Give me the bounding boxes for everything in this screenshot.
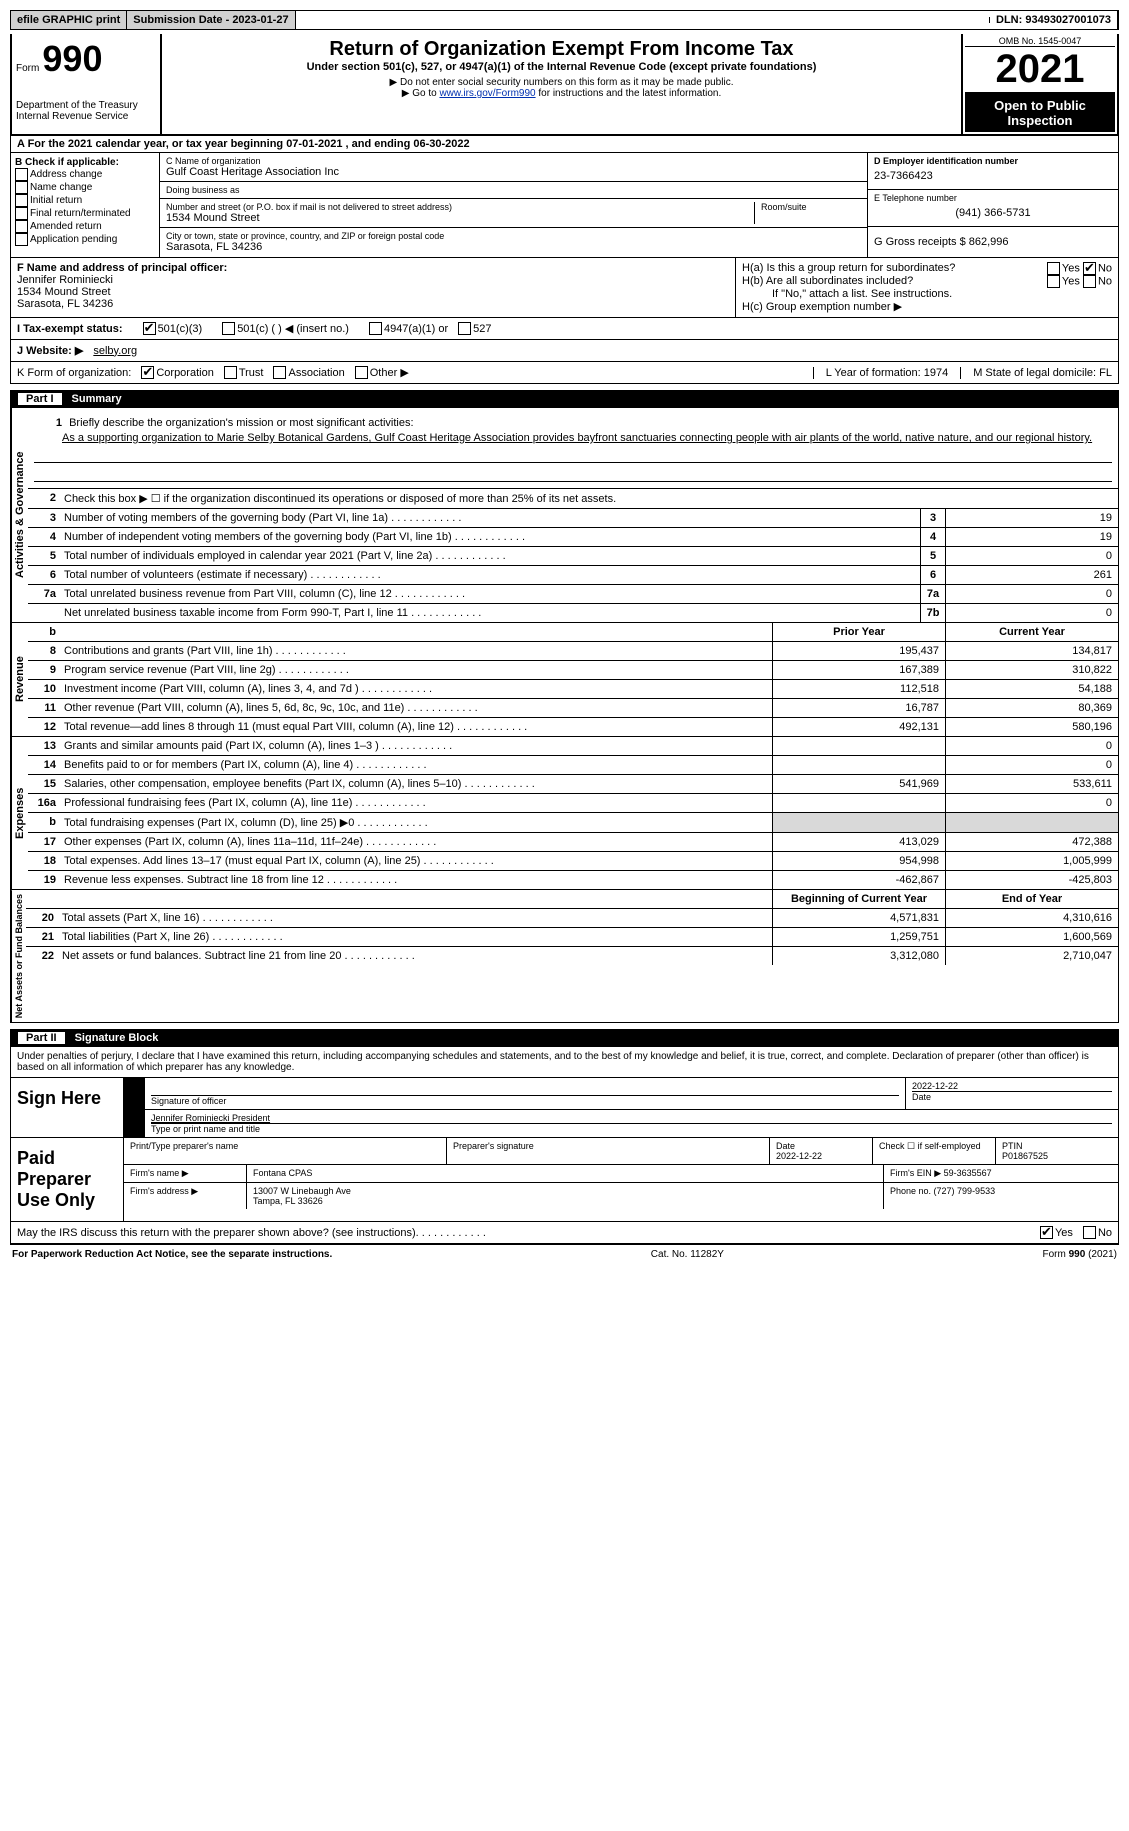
summary-line: 19Revenue less expenses. Subtract line 1… — [28, 871, 1118, 889]
form-subtitle: Under section 501(c), 527, or 4947(a)(1)… — [166, 61, 957, 73]
omb-label: OMB No. 1545-0047 — [965, 36, 1115, 47]
summary-line: 8Contributions and grants (Part VIII, li… — [28, 642, 1118, 661]
state-domicile: M State of legal domicile: FL — [960, 367, 1112, 379]
summary-line: 13Grants and similar amounts paid (Part … — [28, 737, 1118, 756]
sign-here-block: Sign Here Signature of officer 2022-12-2… — [10, 1078, 1119, 1138]
part1-header: Part I Summary — [10, 390, 1119, 408]
street-value: 1534 Mound Street — [166, 212, 748, 224]
col-b-checkboxes: B Check if applicable: Address change Na… — [11, 153, 160, 257]
open-public-label: Open to Public Inspection — [965, 94, 1115, 132]
firm-phone: Phone no. (727) 799-9533 — [884, 1183, 1118, 1209]
gross-receipts: G Gross receipts $ 862,996 — [874, 230, 1112, 254]
top-bar: efile GRAPHIC print Submission Date - 20… — [10, 10, 1119, 30]
summary-line: 21Total liabilities (Part X, line 26)1,2… — [26, 928, 1118, 947]
officer-street: 1534 Mound Street — [17, 286, 729, 298]
hc-label: H(c) Group exemption number ▶ — [742, 300, 1112, 313]
summary-line: 18Total expenses. Add lines 13–17 (must … — [28, 852, 1118, 871]
pending-checkbox[interactable] — [15, 233, 28, 246]
summary-line: 4Number of independent voting members of… — [28, 528, 1118, 547]
summary-line: 12Total revenue—add lines 8 through 11 (… — [28, 718, 1118, 736]
summary-line: 20Total assets (Part X, line 16)4,571,83… — [26, 909, 1118, 928]
org-name: Gulf Coast Heritage Association Inc — [166, 166, 861, 178]
dept-label: Department of the Treasury — [16, 100, 156, 111]
summary-line: 7aTotal unrelated business revenue from … — [28, 585, 1118, 604]
hb-no-checkbox[interactable] — [1083, 275, 1096, 288]
summary-line: bTotal fundraising expenses (Part IX, co… — [28, 813, 1118, 833]
final-return-checkbox[interactable] — [15, 207, 28, 220]
org-form-row: K Form of organization: Corporation Trus… — [10, 362, 1119, 384]
ha-no-checkbox[interactable] — [1083, 262, 1096, 275]
prep-date: 2022-12-22 — [776, 1151, 822, 1161]
form-header: Form 990 Department of the Treasury Inte… — [10, 34, 1119, 136]
dln-label: DLN: 93493027001073 — [990, 11, 1118, 29]
summary-line: 16aProfessional fundraising fees (Part I… — [28, 794, 1118, 813]
firm-city: Tampa, FL 33626 — [253, 1196, 323, 1206]
form-note1: ▶ Do not enter social security numbers o… — [166, 77, 957, 88]
form-number: 990 — [42, 38, 102, 79]
addr-change-checkbox[interactable] — [15, 168, 28, 181]
discuss-no-checkbox[interactable] — [1083, 1226, 1096, 1239]
revenue-section: Revenue b Prior Year Current Year 8Contr… — [10, 623, 1119, 737]
efile-print-button[interactable]: efile GRAPHIC print — [11, 11, 127, 29]
summary-line: 10Investment income (Part VIII, column (… — [28, 680, 1118, 699]
name-change-checkbox[interactable] — [15, 181, 28, 194]
mission-text: As a supporting organization to Marie Se… — [34, 432, 1112, 444]
year-formation: L Year of formation: 1974 — [813, 367, 961, 379]
page-footer: For Paperwork Reduction Act Notice, see … — [10, 1244, 1119, 1264]
phone-value: (941) 366-5731 — [874, 203, 1112, 223]
irs-label: Internal Revenue Service — [16, 111, 156, 122]
part2-header: Part II Signature Block — [10, 1029, 1119, 1047]
paid-preparer-block: Paid Preparer Use Only Print/Type prepar… — [10, 1138, 1119, 1222]
summary-line: 5Total number of individuals employed in… — [28, 547, 1118, 566]
website-row: J Website: ▶ selby.org — [10, 340, 1119, 362]
ptin-value: P01867525 — [1002, 1151, 1048, 1161]
discuss-yes-checkbox[interactable] — [1040, 1226, 1053, 1239]
501c3-checkbox[interactable] — [143, 322, 156, 335]
form-title: Return of Organization Exempt From Incom… — [166, 38, 957, 61]
firm-addr: 13007 W Linebaugh Ave — [253, 1186, 351, 1196]
expenses-section: Expenses 13Grants and similar amounts pa… — [10, 737, 1119, 890]
officer-printed-name: Jennifer Rominiecki President — [151, 1113, 1112, 1123]
summary-line: 22Net assets or fund balances. Subtract … — [26, 947, 1118, 965]
amended-checkbox[interactable] — [15, 220, 28, 233]
ein-value: 23-7366423 — [874, 166, 1112, 186]
city-value: Sarasota, FL 34236 — [166, 241, 861, 253]
officer-name: Jennifer Rominiecki — [17, 274, 729, 286]
summary-line: 14Benefits paid to or for members (Part … — [28, 756, 1118, 775]
line-a: A For the 2021 calendar year, or tax yea… — [10, 136, 1119, 153]
527-checkbox[interactable] — [458, 322, 471, 335]
summary-line: 3Number of voting members of the governi… — [28, 509, 1118, 528]
4947-checkbox[interactable] — [369, 322, 382, 335]
summary-line: 11Other revenue (Part VIII, column (A), … — [28, 699, 1118, 718]
irs-link[interactable]: www.irs.gov/Form990 — [439, 88, 535, 99]
netassets-section: Net Assets or Fund Balances Beginning of… — [10, 890, 1119, 1023]
perjury-text: Under penalties of perjury, I declare th… — [10, 1047, 1119, 1078]
501c-checkbox[interactable] — [222, 322, 235, 335]
summary-line: Net unrelated business taxable income fr… — [28, 604, 1118, 622]
summary-line: 17Other expenses (Part IX, column (A), l… — [28, 833, 1118, 852]
activities-section: Activities & Governance 1 Briefly descri… — [10, 408, 1119, 623]
sign-date: 2022-12-22 — [912, 1081, 1112, 1091]
entity-block: B Check if applicable: Address change Na… — [10, 153, 1119, 258]
assoc-checkbox[interactable] — [273, 366, 286, 379]
tax-year: 2021 — [965, 47, 1115, 94]
officer-city: Sarasota, FL 34236 — [17, 298, 729, 310]
summary-line: 9Program service revenue (Part VIII, lin… — [28, 661, 1118, 680]
firm-ein: Firm's EIN ▶ 59-3635567 — [884, 1165, 1118, 1182]
hb-yes-checkbox[interactable] — [1047, 275, 1060, 288]
firm-name: Fontana CPAS — [247, 1165, 884, 1182]
officer-group-row: F Name and address of principal officer:… — [10, 258, 1119, 318]
initial-return-checkbox[interactable] — [15, 194, 28, 207]
discuss-row: May the IRS discuss this return with the… — [10, 1222, 1119, 1244]
tax-status-row: I Tax-exempt status: 501(c)(3) 501(c) ( … — [10, 318, 1119, 340]
ha-yes-checkbox[interactable] — [1047, 262, 1060, 275]
website-value[interactable]: selby.org — [93, 345, 137, 357]
corp-checkbox[interactable] — [141, 366, 154, 379]
submission-date-button[interactable]: Submission Date - 2023-01-27 — [127, 11, 295, 29]
trust-checkbox[interactable] — [224, 366, 237, 379]
summary-line: 6Total number of volunteers (estimate if… — [28, 566, 1118, 585]
summary-line: 15Salaries, other compensation, employee… — [28, 775, 1118, 794]
form-label: Form — [16, 63, 39, 74]
other-checkbox[interactable] — [355, 366, 368, 379]
